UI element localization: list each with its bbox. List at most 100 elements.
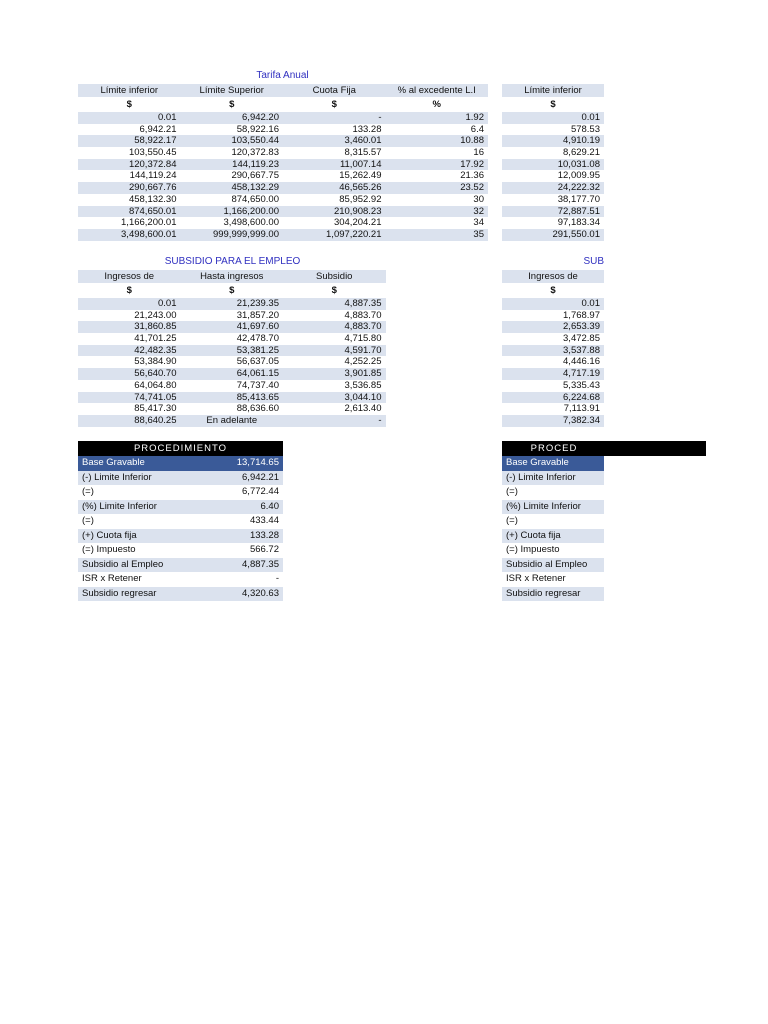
procedure-row: Subsidio al Empleo 4,887.35 [78,557,283,572]
unit-row: $ $ $ [78,284,386,298]
procedure-value: 4,887.35 [180,557,283,572]
table-cell: 3,044.10 [283,391,386,404]
table-cell: 85,417.30 [134,403,177,415]
table-cell: 290,667.76 [78,182,181,194]
procedure-row: (%) Limite Inferior 6.40 [78,499,283,514]
table-row: 0.01 [502,298,604,310]
procedure-label: Subsidio al Empleo [78,557,180,572]
procedure-label: (+) Cuota fija [502,528,604,543]
table-cell: 458,132.30 [128,193,177,205]
procedure-label: Base Gravable [78,456,180,471]
table-cell: 23.52 [385,182,488,194]
table-cell: 0.01 [502,298,604,310]
table-cell: 4,883.70 [344,309,382,321]
table-cell: 4,883.70 [283,321,386,334]
table-cell: 3,536.85 [344,379,382,391]
table-row: 7,382.34 [502,414,604,427]
table-cell: 3,472.85 [563,333,600,345]
table-row: 144,119.24 290,667.75 15,262.49 21.36 [78,170,488,182]
table-row: 2,653.39 [502,321,604,334]
procedure-label: ISR x Retener [506,573,566,584]
table-cell: 103,550.45 [128,147,177,159]
table-row: 42,482.35 53,381.25 4,591.70 [78,344,386,357]
table-row: 85,417.30 88,636.60 2,613.40 [78,403,386,415]
table-cell: 6,942.21 [139,123,177,135]
procedure-label: (+) Cuota fija [78,528,180,543]
table-cell: 6,224.68 [502,391,604,404]
subsidio-title: SUBSIDIO PARA EL EMPLEO [164,256,301,267]
unit-label: $ [331,285,337,296]
table-cell: 1,166,200.01 [121,217,177,229]
table-cell: 24,222.32 [502,182,604,194]
unit-label: $ [331,99,337,110]
procedure-row: ISR x Retener [502,572,604,587]
subsidio-right-table: Ingresos de $0.01 1,768.97 2,653.39 3,472.85… [502,270,604,427]
procedure-row: (=) Impuesto [502,543,604,558]
table-row: 53,384.90 56,637.05 4,252.25 [78,356,386,368]
procedure-row: (=) [502,514,604,529]
table-cell: 17.92 [385,158,488,171]
table-cell: 874,650.00 [231,193,279,205]
table-row: 38,177.70 [502,194,604,206]
table-row: 31,860.85 41,697.60 4,883.70 [78,321,386,334]
tarifa-title: Tarifa Anual [256,70,309,81]
table-row: 7,113.91 [502,403,604,415]
table-row: 3,472.85 [502,333,604,345]
unit-row: $ [502,284,604,298]
table-row: 72,887.51 [502,205,604,218]
procedure-row: (+) Cuota fija [502,528,604,543]
table-row: 12,009.95 [502,170,604,182]
table-cell: 120,372.84 [78,158,181,171]
table-cell: 290,667.75 [231,170,279,182]
table-cell: 0.01 [502,112,604,124]
table-cell: 1.92 [385,112,488,124]
table-cell: 85,413.65 [180,391,283,404]
procedure-row: Base Gravable 13,714.65 [78,456,283,471]
table-cell: En adelante [180,414,283,427]
table-cell: 88,640.25 [78,414,181,427]
table-cell: 291,550.01 [502,228,604,241]
column-header: Ingresos de [78,270,181,283]
procedimiento-right-panel: PROCED Base Gravable (-) Limite Inferior(… [502,441,706,601]
table-row: 0.01 6,942.20-1.92 [78,112,488,124]
table-row: 97,183.34 [502,217,604,229]
procedimiento-header: PROCEDIMIENTO [78,441,283,456]
table-row: 0.01 [502,112,604,124]
table-cell: - [283,112,386,124]
table-row: 4,717.19 [502,368,604,380]
procedure-label: (%) Limite Inferior [78,499,180,514]
unit-label: $ [126,99,132,110]
procedure-value: 6,772.44 [242,486,279,497]
tarifa-table: Límite inferior Límite Superior Cuota Fija… [78,84,488,241]
table-cell: 97,183.34 [557,217,600,229]
table-cell: 88,636.60 [236,403,279,415]
table-cell: 35 [385,228,488,241]
procedure-label: ISR x Retener [82,573,142,584]
table-cell: 10,031.08 [502,158,604,171]
table-row: 4,446.16 [502,356,604,368]
table-cell: 41,697.60 [180,321,283,334]
table-cell: 74,737.40 [236,379,279,391]
table-cell: 72,887.51 [502,205,604,218]
table-cell: 2,613.40 [344,403,382,415]
column-header: % al excedente L.I [385,84,488,97]
table-cell: 7,382.34 [502,414,604,427]
column-header: Límite inferior [502,84,604,97]
table-cell: 6.4 [470,123,484,135]
table-cell: 120,372.83 [231,147,279,159]
table-row: 4,910.19 [502,135,604,148]
table-cell: 4,887.35 [283,298,386,310]
unit-label: $ [550,285,556,296]
table-cell: 8,629.21 [563,147,600,159]
table-row: 5,335.43 [502,380,604,392]
procedure-label: Subsidio regresar [502,586,604,601]
column-header: Hasta ingresos [180,270,283,283]
table-cell: 6,942.20 [180,112,283,124]
tarifa-right-table: Límite inferior $0.01 578.53 4,910.19 8,629.… [502,84,604,241]
procedure-row: (%) Limite Inferior [502,499,604,514]
table-cell: 56,637.05 [236,356,279,368]
table-cell: 64,064.80 [134,379,177,391]
table-cell: 74,741.05 [78,391,181,404]
procedure-label: Subsidio regresar [78,586,180,601]
table-cell: 38,177.70 [557,193,600,205]
